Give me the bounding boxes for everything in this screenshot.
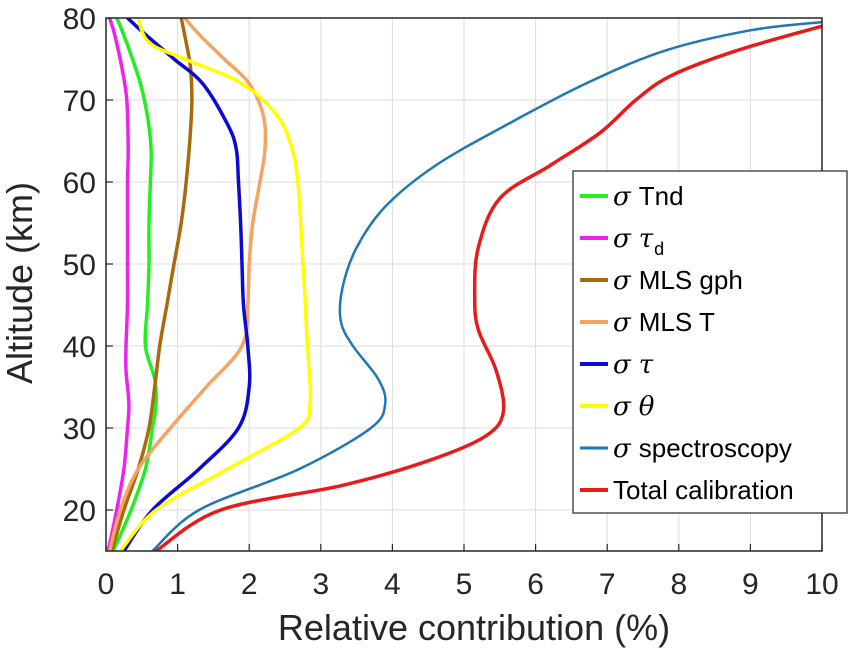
legend-label: σ spectroscopy [613,433,792,464]
legend-greek: θ [639,392,655,422]
x-tick-label: 6 [527,568,544,601]
x-tick-label: 10 [805,568,838,601]
legend-item: Total calibration [580,475,794,505]
legend-text: MLS T [639,307,715,337]
legend-sigma: σ [613,434,632,464]
series-line-5 [118,18,313,551]
legend-sigma: σ [613,392,632,422]
series-line-1 [106,18,131,551]
series-line-3 [107,18,268,551]
legend-label: σ τd [613,224,664,259]
legend-item: σ MLS T [580,307,715,338]
y-tick-label: 60 [63,167,96,200]
legend-label: σ Tnd [613,181,684,212]
x-tick-label: 7 [599,568,616,601]
legend-label: σ MLS T [613,307,715,338]
legend-item: σ MLS gph [580,265,743,296]
y-tick-label: 50 [63,249,96,282]
x-tick-label: 9 [742,568,759,601]
y-tick-label: 20 [63,495,96,528]
series-line-7 [154,24,822,551]
legend-item: σ Tnd [580,181,684,212]
x-tick-label: 4 [384,568,401,601]
legend-label: σ MLS gph [613,265,743,296]
legend-item: σ spectroscopy [580,433,792,464]
x-axis-ticks: 0 1 2 3 4 5 6 7 8 9 10 [98,544,839,601]
y-axis-title: Altitude (km) [0,182,40,384]
x-axis-title: Relative contribution (%) [278,607,670,648]
legend-item: σ τd [580,224,664,259]
legend-label: Total calibration [613,475,794,505]
x-tick-label: 5 [456,568,473,601]
legend-subscript: d [654,239,664,259]
legend-text: MLS gph [639,265,743,295]
y-tick-label: 30 [63,413,96,446]
series-line-0 [111,18,159,551]
x-tick-label: 1 [169,568,186,601]
x-tick-label: 3 [312,568,329,601]
legend-text: spectroscopy [639,433,792,463]
x-tick-label: 8 [670,568,687,601]
legend-greek: τ [639,224,654,254]
x-tick-label: 2 [241,568,258,601]
series-line-6 [151,20,822,551]
legend-greek: τ [639,350,654,380]
legend-sigma: σ [613,224,632,254]
x-tick-label: 0 [98,568,115,601]
legend-sigma: σ [613,182,632,212]
y-tick-label: 40 [63,331,96,364]
y-tick-label: 70 [63,85,96,118]
legend-text: Total calibration [613,475,794,505]
y-axis-ticks: 20 30 40 50 60 70 80 [63,3,113,528]
y-tick-label: 80 [63,3,96,36]
legend-sigma: σ [613,350,632,380]
series-line-4 [122,18,252,551]
series-layer [106,18,822,551]
legend-sigma: σ [613,266,632,296]
series-line-2 [109,18,194,551]
legend-sigma: σ [613,308,632,338]
legend-text: Tnd [639,181,684,211]
legend-box [572,170,848,514]
